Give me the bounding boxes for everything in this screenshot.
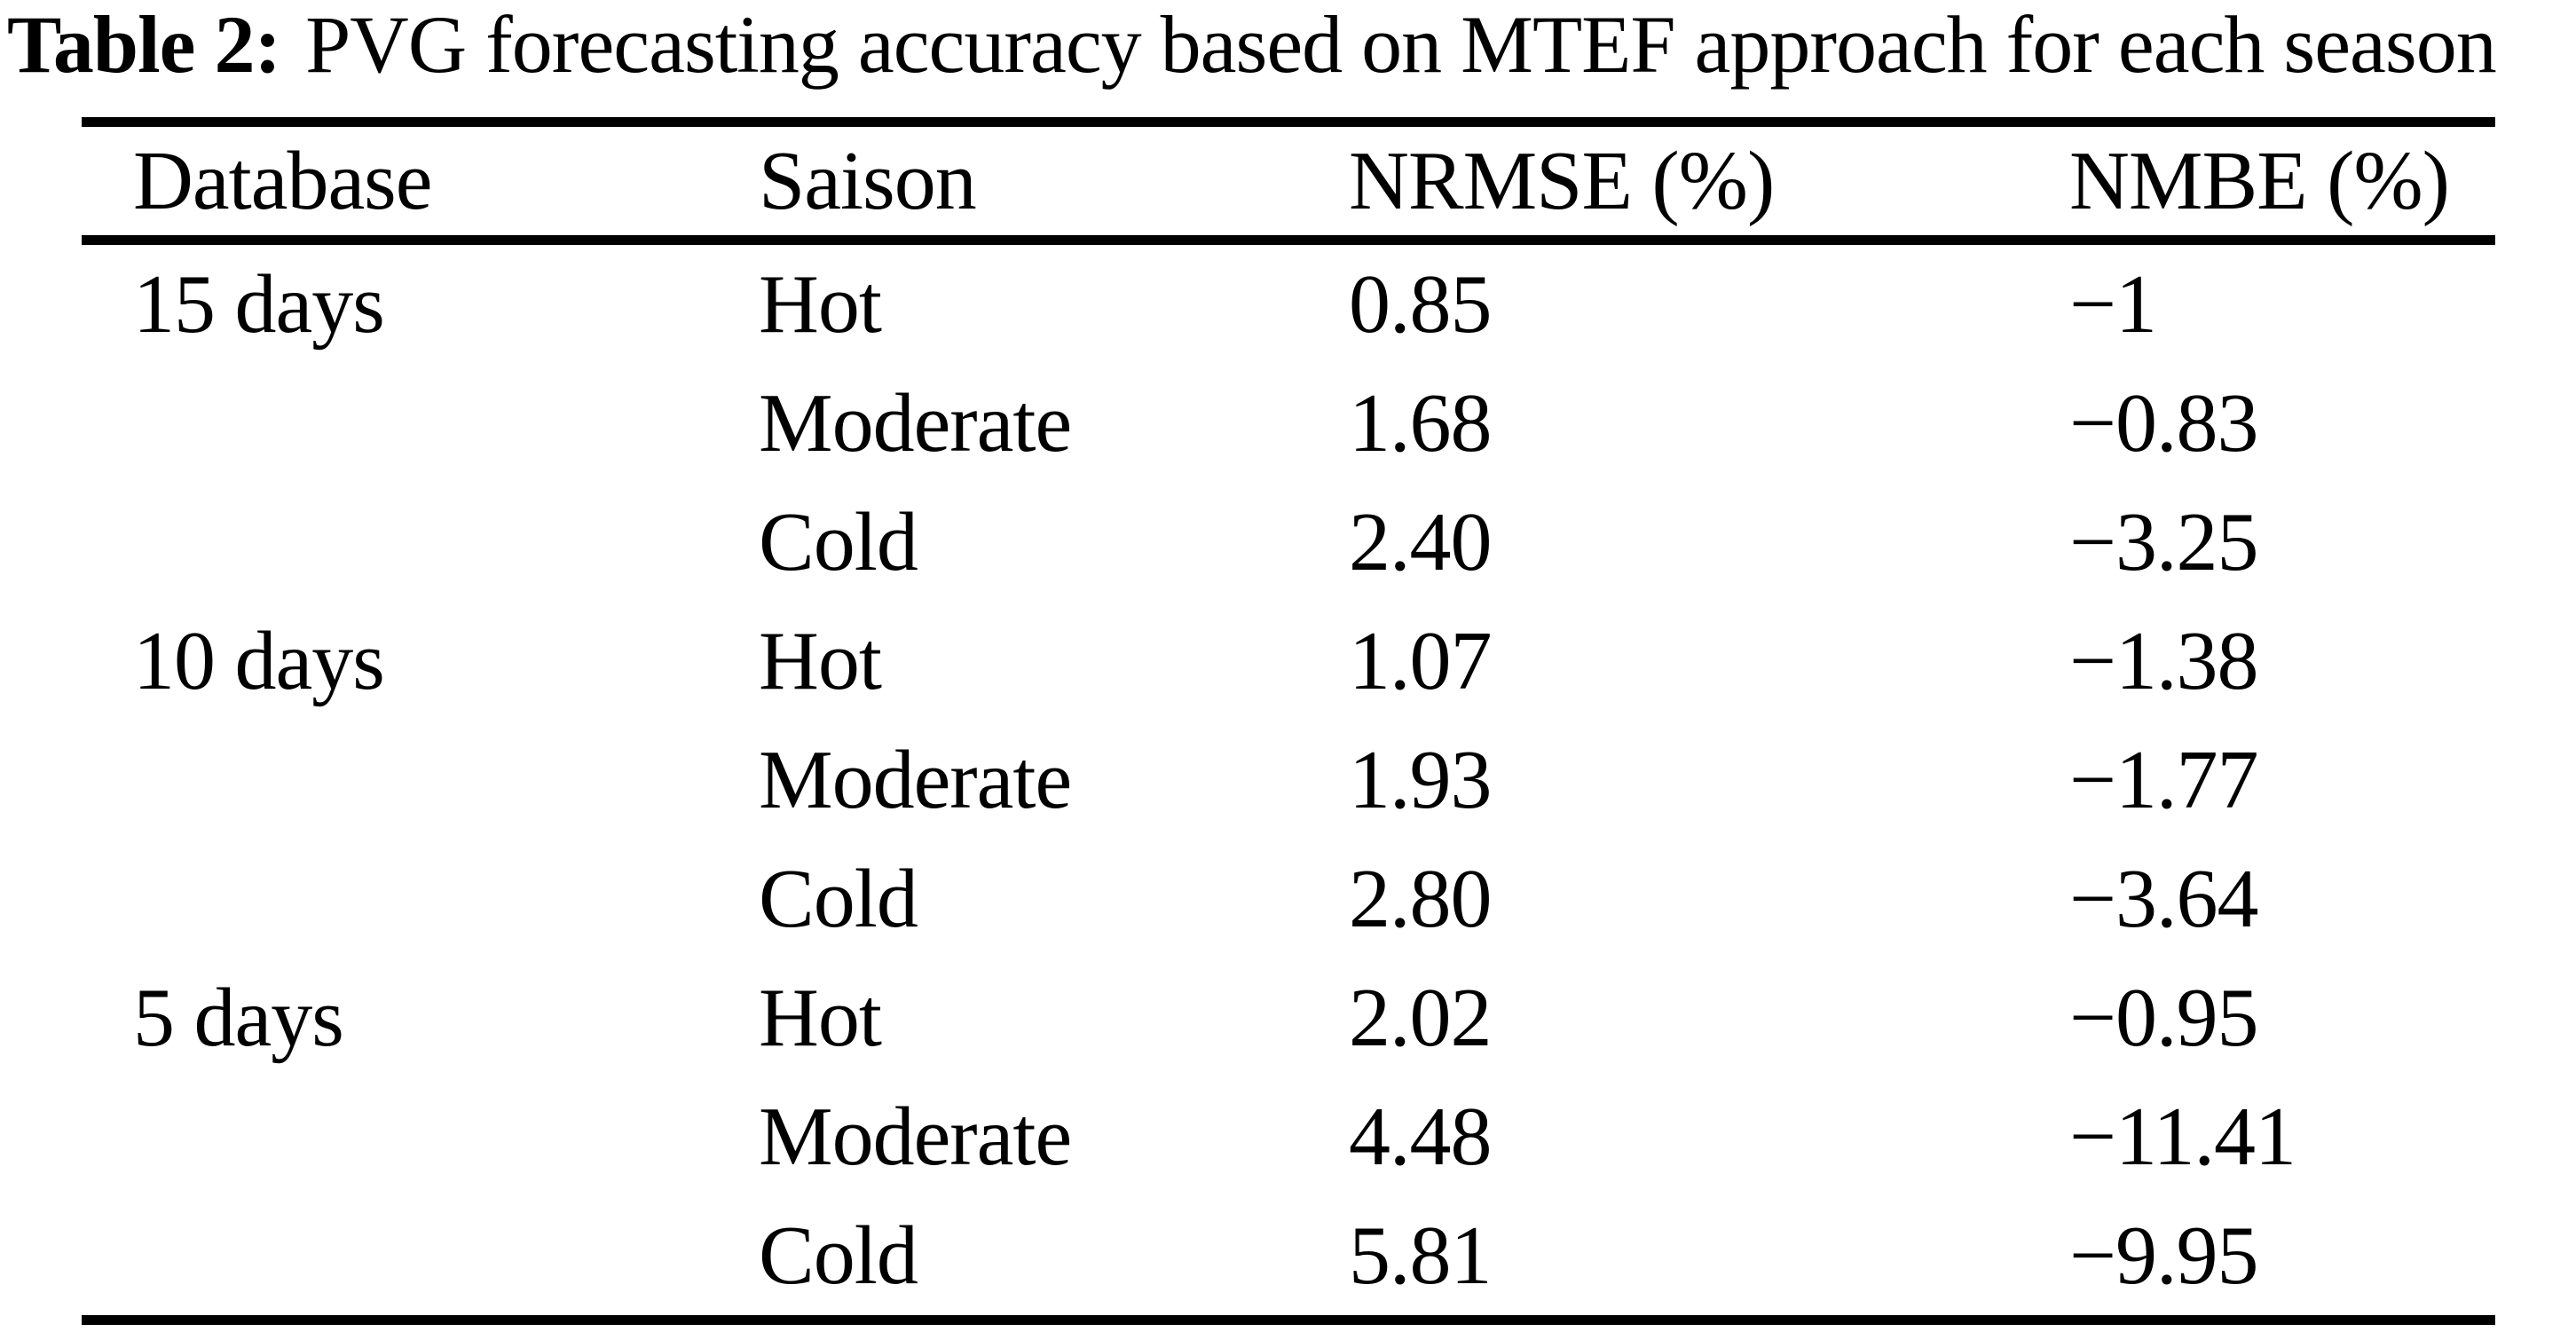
cell-saison: Moderate	[759, 377, 1072, 469]
table-row: Cold 5.81 −9.95	[82, 1196, 2495, 1320]
cell-nmbe: −3.64	[2069, 853, 2259, 945]
cell-nrmse: 1.68	[1349, 377, 1493, 469]
table-body: 15 days Hot 0.85 −1 Moderate 1.68 −0.83 …	[82, 240, 2495, 1320]
cell-nrmse: 1.93	[1349, 734, 1493, 826]
cell-saison: Hot	[759, 972, 882, 1064]
results-table: Database Saison NRMSE (%) NMBE (%) 15 da…	[82, 117, 2495, 1325]
table-header: Database Saison NRMSE (%) NMBE (%)	[82, 122, 2495, 245]
cell-database	[82, 483, 759, 602]
cell-saison: Hot	[759, 258, 882, 351]
table-row: Moderate 1.93 −1.77	[82, 721, 2495, 839]
cell-saison: Moderate	[759, 1091, 1072, 1183]
header-nrmse: NRMSE (%)	[1349, 122, 2069, 245]
cell-nmbe: −0.83	[2069, 377, 2259, 469]
cell-database: 5 days	[133, 972, 344, 1064]
table-row: Moderate 1.68 −0.83	[82, 364, 2495, 483]
cell-saison: Cold	[759, 1210, 918, 1302]
cell-database: 15 days	[133, 258, 385, 351]
cell-nrmse: 5.81	[1349, 1210, 1493, 1302]
header-nmbe: NMBE (%)	[2069, 122, 2495, 245]
cell-nrmse: 2.40	[1349, 496, 1493, 588]
cell-nmbe: −3.25	[2069, 496, 2259, 588]
cell-database	[82, 1077, 759, 1196]
cell-database: 10 days	[133, 615, 385, 707]
table-row: Cold 2.80 −3.64	[82, 839, 2495, 958]
header-row: Database Saison NRMSE (%) NMBE (%)	[82, 122, 2495, 245]
cell-saison: Hot	[759, 615, 882, 707]
table-caption-text: PVG forecasting accuracy based on MTEF a…	[305, 0, 2497, 90]
cell-nmbe: −11.41	[2069, 1091, 2296, 1183]
cell-nrmse: 2.02	[1349, 972, 1493, 1064]
table-row: Cold 2.40 −3.25	[82, 483, 2495, 602]
cell-saison: Cold	[759, 496, 918, 588]
cell-nmbe: −0.95	[2069, 972, 2259, 1064]
cell-nrmse: 4.48	[1349, 1091, 1493, 1183]
table-row: 5 days Hot 2.02 −0.95	[82, 958, 2495, 1077]
table-row: 15 days Hot 0.85 −1	[82, 240, 2495, 365]
cell-saison: Cold	[759, 853, 918, 945]
cell-nmbe: −9.95	[2069, 1210, 2259, 1302]
cell-database	[82, 839, 759, 958]
cell-nrmse: 1.07	[1349, 615, 1493, 707]
table-row: Moderate 4.48 −11.41	[82, 1077, 2495, 1196]
cell-nmbe: −1	[2069, 258, 2157, 351]
cell-nrmse: 0.85	[1349, 258, 1493, 351]
table-row: 10 days Hot 1.07 −1.38	[82, 602, 2495, 721]
header-saison: Saison	[759, 122, 1349, 245]
cell-nmbe: −1.77	[2069, 734, 2259, 826]
header-database: Database	[82, 122, 759, 245]
table-caption-label: Table 2:	[7, 0, 281, 90]
cell-database	[82, 1196, 759, 1320]
table-caption: Table 2: PVG forecasting accuracy based o…	[7, 0, 2497, 90]
cell-nrmse: 2.80	[1349, 853, 1493, 945]
cell-database	[82, 721, 759, 839]
cell-nmbe: −1.38	[2069, 615, 2259, 707]
cell-saison: Moderate	[759, 734, 1072, 826]
cell-database	[82, 364, 759, 483]
